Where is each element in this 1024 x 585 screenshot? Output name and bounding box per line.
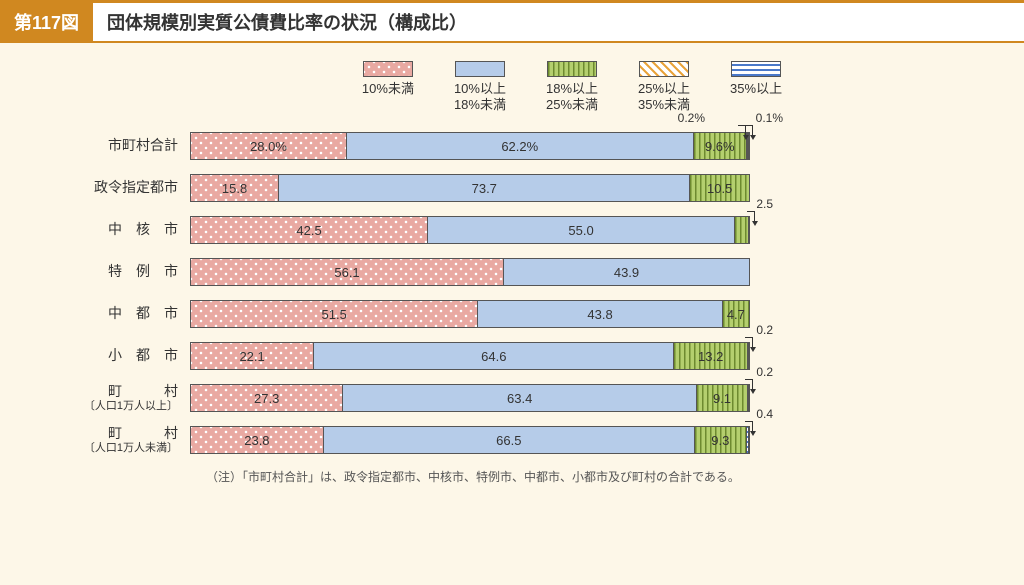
figure-number-badge: 第117図: [0, 3, 93, 41]
bar-segment: 28.0%: [191, 133, 347, 159]
bar-row: 町 村〔人口1万人未満〕23.866.59.30.4: [40, 426, 984, 454]
legend-swatch: [363, 61, 413, 77]
annotation-line: [745, 125, 753, 126]
chart-area: 10%未満 10%以上 18%未満 18%以上 25%未満 25%以上 35%未満 35…: [0, 43, 1024, 509]
legend-swatch: [455, 61, 505, 77]
bar-segment: 13.2: [674, 343, 748, 369]
bar-annotation: 0.2: [756, 323, 773, 337]
row-label: 小 都 市: [40, 348, 190, 363]
bar-annotation: 0.2%: [678, 111, 705, 125]
bar-segment: 9.3: [695, 427, 747, 453]
bar-segment: [747, 427, 749, 453]
bar-rows: 市町村合計28.0%62.2%9.6%0.2%0.1% 政令指定都市15.873.…: [40, 132, 984, 454]
row-label: 町 村〔人口1万人未満〕: [40, 426, 190, 453]
bar-segment: 4.7: [723, 301, 749, 327]
legend-item: 18%以上 25%未満: [546, 61, 598, 112]
stacked-bar: 27.363.49.10.2: [190, 384, 750, 412]
bar-segment: 62.2%: [347, 133, 694, 159]
stacked-bar: 22.164.613.20.2: [190, 342, 750, 370]
row-label: 中 都 市: [40, 306, 190, 321]
bar-segment: 42.5: [191, 217, 428, 243]
legend-swatch: [547, 61, 597, 77]
bar-segment: 43.9: [504, 259, 749, 285]
bar-row: 中 都 市51.543.84.7: [40, 300, 984, 328]
row-label: 市町村合計: [40, 138, 190, 153]
arrow-down-icon: [750, 431, 756, 436]
bar-annotation: 2.5: [756, 197, 773, 211]
bar-row: 小 都 市22.164.613.20.2: [40, 342, 984, 370]
row-label: 政令指定都市: [40, 180, 190, 195]
arrow-down-icon: [752, 221, 758, 226]
annotation-line: [745, 421, 753, 422]
bar-segment: 51.5: [191, 301, 478, 327]
bar-row: 町 村〔人口1万人以上〕27.363.49.10.2: [40, 384, 984, 412]
bar-segment: [748, 343, 749, 369]
annotation-line: [747, 211, 755, 212]
arrow-down-icon: [750, 135, 756, 140]
bar-segment: 56.1: [191, 259, 504, 285]
legend-swatch: [731, 61, 781, 77]
bar-segment: [735, 217, 749, 243]
annotation-line: [745, 337, 753, 338]
bar-segment: 43.8: [478, 301, 722, 327]
stacked-bar: 23.866.59.30.4: [190, 426, 750, 454]
bar-row: 市町村合計28.0%62.2%9.6%0.2%0.1%: [40, 132, 984, 160]
stacked-bar: 15.873.710.5: [190, 174, 750, 202]
stacked-bar: 28.0%62.2%9.6%0.2%0.1%: [190, 132, 750, 160]
row-label: 中 核 市: [40, 222, 190, 237]
bar-segment: 15.8: [191, 175, 279, 201]
legend-label: 10%以上 18%未満: [454, 81, 506, 112]
bar-segment: 73.7: [279, 175, 690, 201]
legend-label: 18%以上 25%未満: [546, 81, 598, 112]
row-label: 特 例 市: [40, 264, 190, 279]
arrow-down-icon: [743, 135, 749, 140]
bar-segment: 63.4: [343, 385, 697, 411]
bar-segment: [748, 385, 749, 411]
arrow-down-icon: [750, 347, 756, 352]
legend-item: 10%以上 18%未満: [454, 61, 506, 112]
bar-segment: 10.5: [690, 175, 749, 201]
bar-segment: 66.5: [324, 427, 695, 453]
bar-segment: 23.8: [191, 427, 324, 453]
legend-label: 25%以上 35%未満: [638, 81, 690, 112]
bar-segment: 9.6%: [694, 133, 747, 159]
title-bar: 第117図 団体規模別実質公債費比率の状況（構成比）: [0, 0, 1024, 43]
bar-annotation: 0.1%: [756, 111, 783, 125]
bar-row: 政令指定都市15.873.710.5: [40, 174, 984, 202]
stacked-bar: 51.543.84.7: [190, 300, 750, 328]
arrow-down-icon: [750, 389, 756, 394]
bar-segment: 64.6: [314, 343, 674, 369]
stacked-bar: 42.555.02.5: [190, 216, 750, 244]
bar-row: 中 核 市42.555.02.5: [40, 216, 984, 244]
stacked-bar: 56.143.9: [190, 258, 750, 286]
legend-label: 10%未満: [362, 81, 414, 97]
bar-segment: 55.0: [428, 217, 735, 243]
bar-segment: 9.1: [697, 385, 748, 411]
legend-item: 10%未満: [362, 61, 414, 112]
bar-row: 特 例 市56.143.9: [40, 258, 984, 286]
bar-segment: 27.3: [191, 385, 343, 411]
bar-annotation: 0.2: [756, 365, 773, 379]
chart-footnote: （注）「市町村合計」は、政令指定都市、中核市、特例市、中都市、小都市及び町村の合…: [206, 468, 984, 499]
legend-swatch: [639, 61, 689, 77]
legend-item: 25%以上 35%未満: [638, 61, 690, 112]
legend-item: 35%以上: [730, 61, 782, 112]
figure-title: 団体規模別実質公債費比率の状況（構成比）: [93, 3, 481, 41]
figure-container: 第117図 団体規模別実質公債費比率の状況（構成比） 10%未満 10%以上 18…: [0, 0, 1024, 509]
legend: 10%未満 10%以上 18%未満 18%以上 25%未満 25%以上 35%未満 35…: [160, 61, 984, 112]
legend-label: 35%以上: [730, 81, 782, 97]
annotation-line: [745, 379, 753, 380]
bar-annotation: 0.4: [756, 407, 773, 421]
bar-segment: 22.1: [191, 343, 314, 369]
row-label: 町 村〔人口1万人以上〕: [40, 384, 190, 411]
